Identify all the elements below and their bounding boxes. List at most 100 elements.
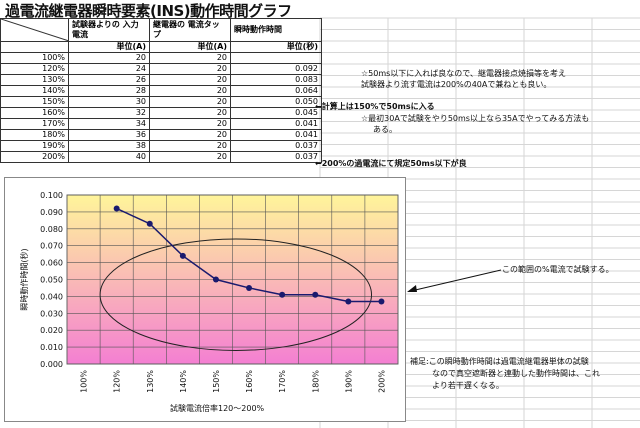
cell-time[interactable]: 0.064: [230, 85, 322, 97]
cell-tap[interactable]: 20: [149, 140, 231, 152]
data-point[interactable]: [113, 205, 120, 212]
data-point[interactable]: [279, 291, 286, 298]
data-point[interactable]: [345, 298, 352, 305]
cell-tap[interactable]: 20: [149, 151, 231, 163]
cell-input[interactable]: 30: [68, 96, 150, 108]
header-trip-time[interactable]: 瞬時動作時間: [230, 18, 322, 42]
supplement-note-line-2: なので真空遮断器と連動した動作時間は、これ: [432, 369, 600, 378]
cell-tap[interactable]: 20: [149, 52, 231, 64]
y-tick-label: 0.000: [40, 360, 63, 369]
cell-tap[interactable]: 20: [149, 74, 231, 86]
x-tick-label: 130%: [146, 370, 155, 393]
table-row: 160% 32 20 0.045: [0, 107, 322, 119]
cell-pct[interactable]: 200%: [0, 151, 69, 163]
table-row: 120% 24 20 0.092: [0, 63, 322, 75]
x-tick-label: 200%: [377, 370, 386, 393]
data-point[interactable]: [146, 220, 153, 227]
x-tick-label: 160%: [245, 370, 254, 393]
table-row: 170% 34 20 0.041: [0, 118, 322, 130]
x-tick-label: 100%: [80, 370, 89, 393]
cell-input[interactable]: 36: [68, 129, 150, 141]
y-axis-label: 瞬時動作時間(秒): [19, 248, 29, 310]
cell-time[interactable]: [230, 52, 322, 64]
table-row: 190% 38 20 0.037: [0, 140, 322, 152]
cell-time[interactable]: 0.050: [230, 96, 322, 108]
cell-time[interactable]: 0.092: [230, 63, 322, 75]
cell-tap[interactable]: 20: [149, 96, 231, 108]
note-2-line-2: ある。: [373, 125, 397, 134]
cell-input[interactable]: 20: [68, 52, 150, 64]
unit-input[interactable]: 単位(A): [68, 41, 150, 53]
cell-tap[interactable]: 20: [149, 85, 231, 97]
cell-time[interactable]: 0.045: [230, 107, 322, 119]
cell-input[interactable]: 40: [68, 151, 150, 163]
cell-time[interactable]: 0.037: [230, 140, 322, 152]
x-tick-label: 190%: [344, 370, 353, 393]
chart-area[interactable]: 0.000 0.010 0.020 0.030 0.040 0.050 0.060 0.070…: [4, 177, 406, 422]
note-1-line-2: 試験器より流す電流は200%の40Aで兼ねとも良い。: [361, 80, 552, 89]
data-point[interactable]: [179, 252, 186, 259]
cell-pct[interactable]: 100%: [0, 52, 69, 64]
cell-pct[interactable]: 160%: [0, 107, 69, 119]
cell-pct[interactable]: 150%: [0, 96, 69, 108]
range-note: この範囲の%電流で試験する。: [502, 265, 614, 274]
data-table: 試験器よりの 入力電流 継電器の 電流タップ 瞬時動作時間 単位(A) 単位(A…: [0, 18, 322, 163]
y-tick-label: 0.060: [40, 259, 63, 268]
line-chart: 0.000 0.010 0.020 0.030 0.040 0.050 0.060 0.070…: [19, 191, 399, 413]
note-2-line-1: ☆最初30Aで試験をやり50ms以上なら35Aでやってみる方法も: [361, 114, 590, 123]
cell-input[interactable]: 34: [68, 118, 150, 130]
y-tick-label: 0.080: [40, 225, 63, 234]
cell-time[interactable]: 0.041: [230, 129, 322, 141]
x-tick-label: 150%: [212, 370, 221, 393]
cell-pct[interactable]: 170%: [0, 118, 69, 130]
y-tick-label: 0.070: [40, 242, 63, 251]
cell-input[interactable]: 32: [68, 107, 150, 119]
y-tick-label: 0.020: [40, 326, 63, 335]
cell-input[interactable]: 38: [68, 140, 150, 152]
cell-tap[interactable]: 20: [149, 63, 231, 75]
cell-time[interactable]: 0.083: [230, 74, 322, 86]
header-current-tap[interactable]: 継電器の 電流タップ: [149, 18, 231, 42]
cell-pct[interactable]: 180%: [0, 129, 69, 141]
data-point[interactable]: [378, 298, 385, 305]
cell-pct[interactable]: 130%: [0, 74, 69, 86]
units-blank-cell[interactable]: [0, 41, 69, 53]
cell-tap[interactable]: 20: [149, 118, 231, 130]
cell-tap[interactable]: 20: [149, 107, 231, 119]
header-corner-cell[interactable]: [0, 18, 69, 42]
cell-input[interactable]: 26: [68, 74, 150, 86]
unit-time[interactable]: 単位(秒): [230, 41, 322, 53]
cell-input[interactable]: 24: [68, 63, 150, 75]
cell-time[interactable]: 0.041: [230, 118, 322, 130]
cell-tap[interactable]: 20: [149, 129, 231, 141]
data-point[interactable]: [246, 284, 253, 291]
x-tick-label: 180%: [311, 370, 320, 393]
range-arrow: [407, 269, 502, 292]
note-1-line-1: ☆50ms以下に入れば良なので、継電器接点焼損等を考え: [361, 69, 566, 78]
table-row: 130% 26 20 0.083: [0, 74, 322, 86]
header-input-current[interactable]: 試験器よりの 入力電流: [68, 18, 150, 42]
cell-input[interactable]: 28: [68, 85, 150, 97]
y-tick-label: 0.040: [40, 292, 63, 301]
cell-pct[interactable]: 190%: [0, 140, 69, 152]
calc-note: ←計算上は150%で50msに入る: [315, 102, 435, 111]
table-row: 150% 30 20 0.050: [0, 96, 322, 108]
y-tick-label: 0.030: [40, 309, 63, 318]
cell-pct[interactable]: 140%: [0, 85, 69, 97]
unit-tap[interactable]: 単位(A): [149, 41, 231, 53]
y-tick-label: 0.090: [40, 208, 63, 217]
cell-time[interactable]: 0.037: [230, 151, 322, 163]
data-point[interactable]: [212, 276, 219, 283]
cell-pct[interactable]: 120%: [0, 63, 69, 75]
data-point[interactable]: [312, 291, 319, 298]
table-row: 140% 28 20 0.064: [0, 85, 322, 97]
y-tick-label: 0.010: [40, 343, 63, 352]
rated-current-note: ←200%の過電流にて規定50ms以下が良: [315, 159, 467, 168]
page-title: 過電流継電器瞬時要素(INS)動作時間グラフ: [5, 2, 292, 20]
supplement-note-line-3: より若干遅くなる。: [432, 381, 504, 390]
table-row: 180% 36 20 0.041: [0, 129, 322, 141]
x-tick-label: 170%: [278, 370, 287, 393]
table-row: 200% 40 20 0.037: [0, 151, 322, 163]
table-row: 100% 20 20: [0, 52, 322, 64]
